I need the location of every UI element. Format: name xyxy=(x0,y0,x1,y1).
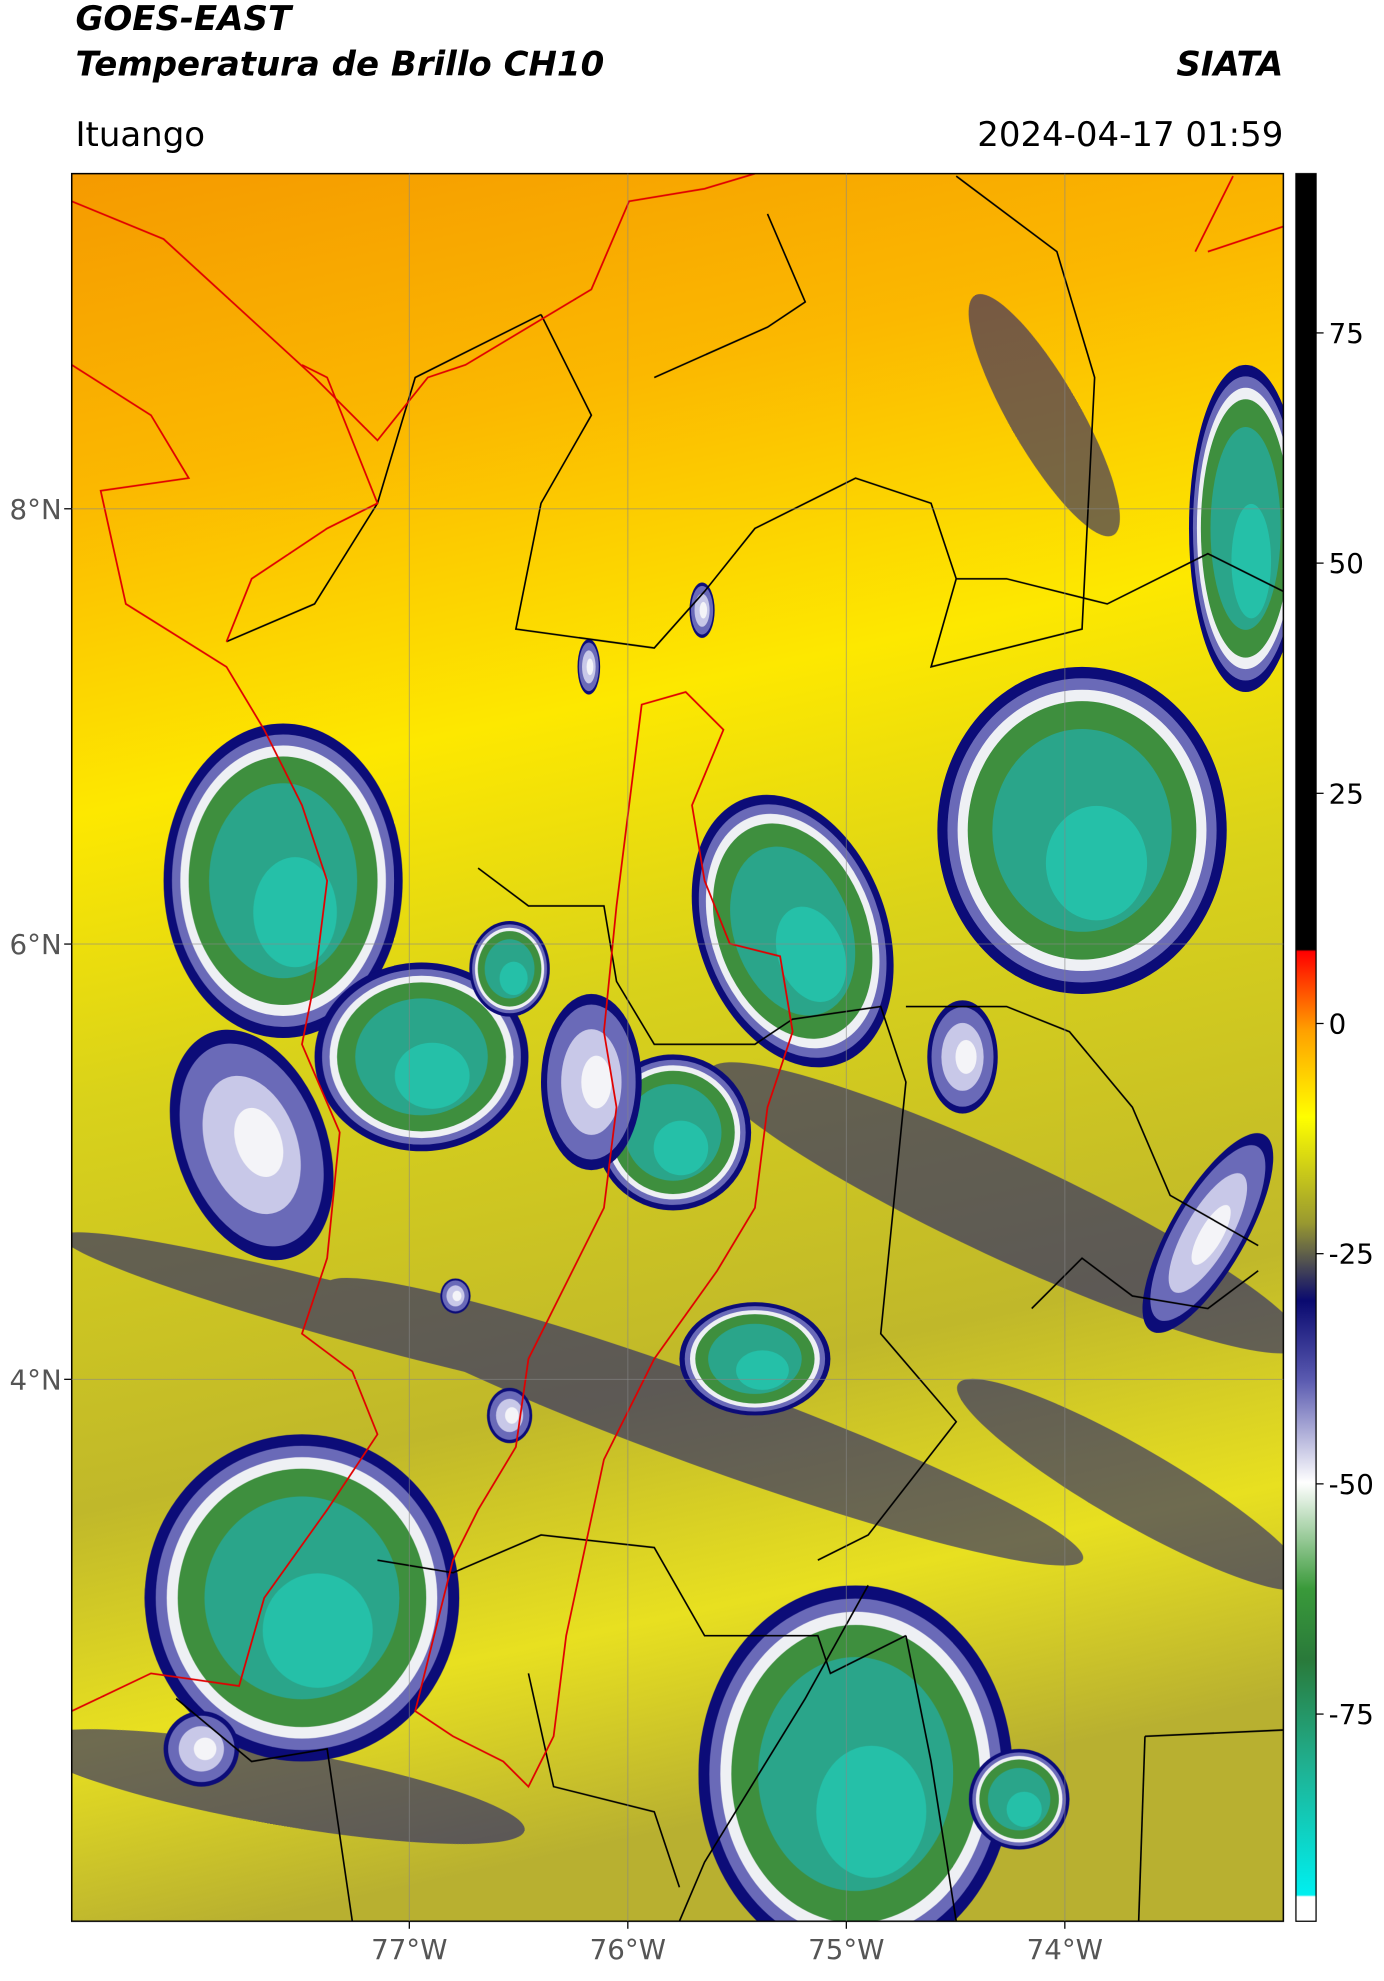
colorbar-tick-label: -25 xyxy=(1329,1238,1374,1271)
colorbar-tick-label: 50 xyxy=(1329,547,1364,580)
colorbar-tick-label: 0 xyxy=(1329,1008,1347,1041)
colorbar-tick-label: -75 xyxy=(1329,1698,1374,1731)
colorbar-tick-label: 75 xyxy=(1329,317,1364,350)
datetime: 2024-04-17 01:59 xyxy=(977,115,1283,155)
y-tick-label: 8°N xyxy=(10,493,62,526)
x-tick-label: 74°W xyxy=(1027,1933,1103,1966)
colorbar xyxy=(1295,172,1317,1922)
y-tick-label: 6°N xyxy=(10,928,62,961)
satellite-image xyxy=(71,173,1284,1922)
map-frame xyxy=(70,172,1285,1922)
title: GOES-EAST xyxy=(75,0,293,39)
colorbar-tick-label: -50 xyxy=(1329,1468,1374,1501)
x-tick-label: 76°W xyxy=(590,1933,666,1966)
x-tick-label: 75°W xyxy=(808,1933,884,1966)
x-tick-label: 77°W xyxy=(371,1933,447,1966)
location: Ituango xyxy=(75,115,205,155)
subtitle: Temperatura de Brillo CH10 xyxy=(75,44,604,84)
source: SIATA xyxy=(1176,44,1283,84)
y-tick-label: 4°N xyxy=(10,1363,62,1396)
colorbar-tick-label: 25 xyxy=(1329,777,1364,810)
